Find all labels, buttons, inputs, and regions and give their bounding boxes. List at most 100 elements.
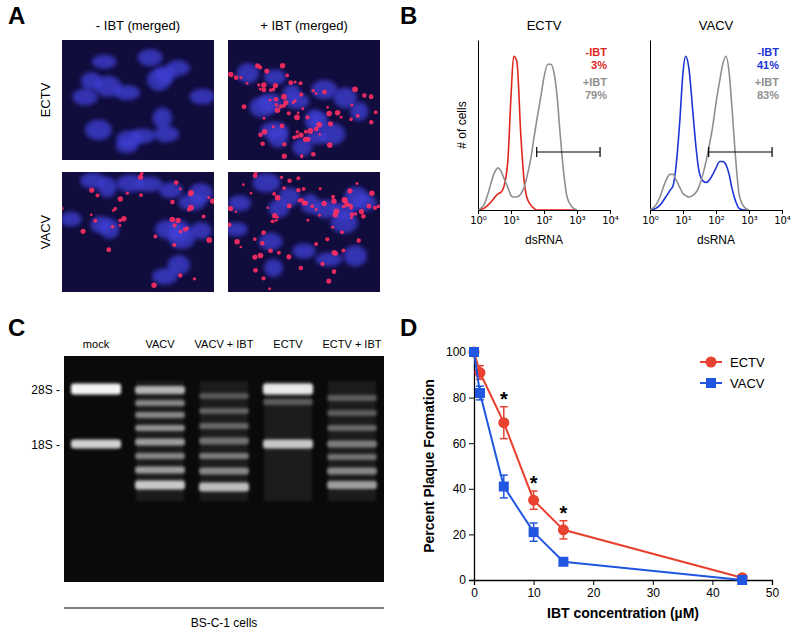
dsrna-focus (304, 130, 308, 134)
legend-label: VACV (730, 376, 765, 391)
nucleus (311, 80, 337, 99)
tick-label: 40 (453, 482, 467, 496)
dsrna-focus (269, 99, 272, 102)
dsrna-focus (253, 237, 257, 241)
gate (709, 147, 772, 157)
legend-label: ECTV (730, 355, 765, 370)
series-line (474, 352, 742, 580)
error-cap (476, 385, 484, 387)
tick: 10⁰ (470, 210, 487, 226)
axis (478, 41, 479, 211)
gel-band (71, 384, 121, 395)
axis-line (479, 211, 611, 215)
dsrna-focus (282, 154, 287, 159)
dsrna-focus (369, 190, 375, 196)
tick: 20 (453, 528, 474, 542)
figure: ABCD- IBT (merged)+ IBT (merged)ECTVVACV… (0, 0, 800, 637)
dsrna-focus (286, 254, 291, 259)
dsrna-focus (326, 106, 329, 109)
data-point (558, 524, 569, 535)
lane-label: ECTV + IBT (323, 338, 382, 350)
figure-svg: ABCD- IBT (merged)+ IBT (merged)ECTVVACV… (0, 0, 800, 637)
tick-label: 10² (708, 215, 725, 226)
plot-area (650, 56, 772, 210)
dsrna-focus (90, 213, 93, 216)
dsrna-focus (302, 187, 306, 191)
gel-smear (136, 381, 184, 501)
dsrna-focus (118, 219, 122, 223)
panel-label: D (400, 314, 417, 341)
dsrna-focus (299, 81, 303, 85)
tick-mark (712, 580, 713, 585)
dsrna-focus (275, 103, 279, 107)
micrograph-background (228, 172, 380, 292)
dsrna-focus (300, 154, 303, 157)
error-cap (476, 399, 484, 401)
dsrna-focus (272, 125, 275, 128)
dsrna-focus (296, 188, 300, 192)
dsrna-focus (281, 94, 287, 100)
error-cap (500, 438, 508, 440)
dsrna-focus (242, 183, 245, 186)
dsrna-focus (287, 179, 291, 183)
row-label: ECTV (38, 82, 53, 117)
tick-label: 30 (647, 586, 661, 600)
gel-band (263, 440, 313, 449)
dsrna-focus (275, 108, 280, 113)
dsrna-focus (273, 83, 278, 88)
dsrna-focus (340, 116, 343, 119)
dsrna-focus (153, 235, 157, 239)
tick-mark (469, 580, 474, 581)
gel-band (263, 384, 313, 395)
nucleus (155, 220, 180, 239)
micrograph-background (228, 40, 380, 160)
micrograph (62, 172, 214, 292)
data-point (499, 482, 509, 492)
dsrna-focus (89, 188, 94, 193)
tick-label: 10⁰ (470, 215, 487, 226)
nucleus (268, 127, 288, 147)
dsrna-focus (261, 276, 265, 280)
dsrna-focus (271, 88, 275, 92)
dsrna-focus (331, 199, 336, 204)
dsrna-focus (207, 196, 210, 199)
nucleus (154, 66, 176, 83)
dsrna-focus (234, 239, 239, 244)
dsrna-focus (260, 241, 265, 246)
gel-background (64, 356, 384, 582)
tick-mark (469, 443, 474, 444)
error-cap (500, 497, 508, 499)
dsrna-focus (327, 142, 333, 148)
nucleus (92, 55, 117, 69)
tick-mark (782, 210, 783, 214)
error-bar (476, 386, 484, 400)
nucleus (304, 109, 323, 130)
tick-label: 10⁰ (642, 215, 659, 226)
dsrna-focus (293, 99, 296, 102)
dsrna-focus (310, 204, 314, 208)
lane-label: VACV + IBT (195, 338, 254, 350)
axis: 01020304050 (471, 580, 779, 600)
tick-mark (469, 489, 474, 490)
micrograph (228, 172, 380, 292)
dsrna-focus (304, 201, 308, 205)
dsrna-focus (93, 219, 97, 223)
gated-percent: 3% (591, 59, 607, 71)
dsrna-focus (172, 243, 176, 247)
dsrna-focus (350, 207, 353, 210)
tick: 10¹ (503, 210, 520, 226)
dsrna-focus (179, 230, 183, 234)
dsrna-focus (349, 118, 353, 122)
gated-percent: 83% (757, 89, 779, 101)
dsrna-focus (179, 188, 182, 191)
histogram-chart: 10⁰10¹10²10³10⁴-IBT3%+IBT79%ECTVdsRNA# o… (455, 18, 619, 247)
marker-label: 28S - (31, 383, 60, 397)
dsrna-focus (178, 273, 182, 277)
dsrna-focus (319, 187, 322, 190)
y-axis-title: Percent Plaque Formation (421, 379, 437, 552)
dsrna-focus (332, 269, 337, 274)
dsrna-focus (298, 132, 303, 137)
dsrna-focus (374, 110, 378, 114)
nucleus (80, 173, 106, 189)
error-cap (530, 509, 538, 511)
